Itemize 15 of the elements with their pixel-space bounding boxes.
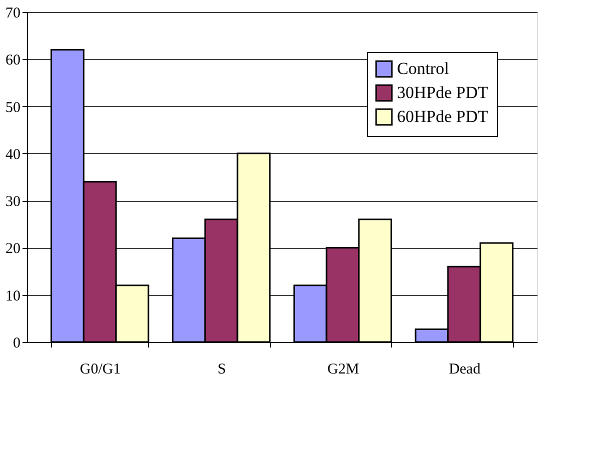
x-tick-label: Dead xyxy=(448,362,481,378)
y-tick-label: 60 xyxy=(6,52,20,69)
legend-label: Control xyxy=(397,59,450,78)
y-tick-label: 30 xyxy=(6,194,20,210)
x-tick-label: G0/G1 xyxy=(80,362,121,378)
y-tick-label: 40 xyxy=(6,146,20,163)
y-tick-label: 20 xyxy=(6,241,20,258)
y-tick-label: 0 xyxy=(13,336,20,352)
legend-label: 60HPde PDT xyxy=(397,107,489,126)
y-tick-label: 50 xyxy=(6,100,20,116)
y-tick-label: 10 xyxy=(6,288,20,304)
y-tick-label: 70 xyxy=(6,6,20,22)
x-tick-label: S xyxy=(218,362,226,378)
x-tick-label: G2M xyxy=(327,362,360,378)
legend-label: 30HPde PDT xyxy=(397,83,489,102)
